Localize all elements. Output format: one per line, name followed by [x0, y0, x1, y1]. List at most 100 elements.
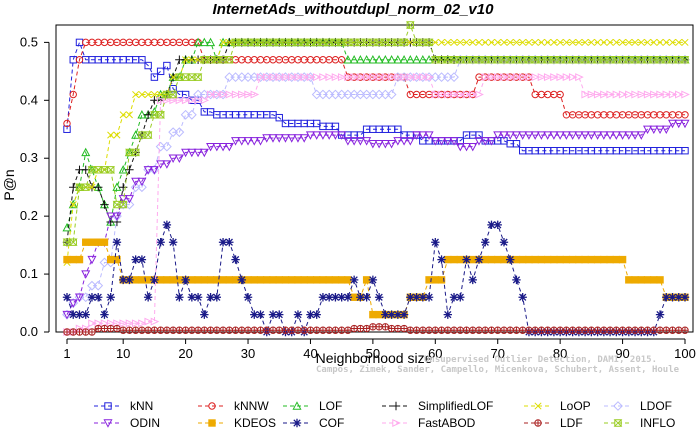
- data-point-ldf: [556, 326, 564, 334]
- data-point-kdeos: [275, 276, 283, 284]
- data-point-fastabod: [269, 73, 278, 82]
- data-point-odin: [393, 137, 403, 146]
- data-point-fastabod: [200, 96, 210, 105]
- data-point-odin: [499, 131, 509, 140]
- data-point-odin: [580, 131, 590, 140]
- data-point-odin: [274, 134, 284, 143]
- data-point-knnw: [556, 90, 564, 99]
- data-point-odin: [449, 137, 459, 146]
- data-point-ldf: [213, 326, 221, 334]
- data-point-ldf: [487, 326, 496, 334]
- data-point-odin: [667, 119, 678, 129]
- data-point-knn: [394, 125, 402, 133]
- legend-label: FastABOD: [418, 416, 476, 430]
- data-point-cof: [349, 275, 359, 285]
- data-point-odin: [255, 137, 266, 146]
- data-point-cof: [474, 255, 484, 264]
- data-point-fastabod: [431, 90, 441, 99]
- data-point-lof: [380, 54, 390, 64]
- data-point-cof: [175, 293, 184, 302]
- data-point-cof: [81, 310, 90, 319]
- data-point-fastabod: [294, 73, 303, 82]
- data-point-ldf: [263, 326, 271, 334]
- data-point-ldf: [250, 326, 258, 334]
- data-point-simplifiedlof: [100, 200, 109, 209]
- data-point-loop: [132, 90, 140, 99]
- data-point-loop: [169, 73, 177, 81]
- data-point-loop: [88, 183, 96, 191]
- legend-label: LDOF: [640, 399, 672, 413]
- data-point-fastabod: [325, 73, 335, 82]
- data-point-ldf: [306, 326, 315, 334]
- data-point-kdeos: [106, 255, 115, 264]
- data-point-ldf: [681, 326, 689, 334]
- data-point-cof: [493, 220, 502, 230]
- data-point-loop: [594, 38, 602, 46]
- data-point-ldf: [325, 326, 333, 334]
- data-point-fastabod: [238, 90, 247, 99]
- data-point-kdeos: [69, 255, 77, 264]
- data-point-fastabod: [213, 90, 222, 99]
- data-point-loop: [575, 38, 583, 46]
- series-knnw: [63, 38, 689, 128]
- data-point-kdeos: [494, 255, 502, 264]
- data-point-odin: [293, 134, 303, 143]
- data-point-cof: [468, 275, 477, 285]
- data-point-loop: [556, 38, 564, 46]
- data-point-fastabod: [512, 73, 522, 82]
- data-point-kdeos: [550, 255, 558, 264]
- data-point-odin: [655, 125, 665, 135]
- legend-label: LDF: [560, 416, 583, 430]
- data-point-odin: [68, 299, 78, 308]
- data-point-odin: [412, 131, 422, 140]
- data-point-odin: [586, 131, 596, 140]
- data-point-lof: [349, 54, 359, 64]
- data-point-loop: [531, 38, 539, 46]
- data-point-cof: [443, 310, 452, 319]
- legend-marker: [534, 419, 542, 427]
- data-point-fastabod: [88, 319, 97, 328]
- data-point-ldf: [444, 326, 452, 334]
- legend-item-ldof: LDOF: [604, 399, 672, 413]
- data-point-odin: [112, 212, 122, 221]
- data-point-fastabod: [444, 90, 453, 99]
- data-point-cof: [87, 293, 97, 302]
- data-point-kdeos: [82, 238, 90, 246]
- data-point-fastabod: [587, 90, 597, 99]
- data-point-ldf: [650, 326, 658, 334]
- data-point-loop: [144, 90, 152, 99]
- data-point-kdeos: [625, 276, 633, 284]
- data-point-lof: [343, 54, 353, 64]
- data-point-odin: [618, 131, 628, 140]
- data-point-fastabod: [225, 90, 235, 99]
- data-point-cof: [393, 310, 403, 319]
- data-point-ldof: [449, 72, 459, 83]
- data-point-odin: [81, 270, 91, 279]
- data-point-odin: [574, 131, 584, 140]
- data-point-ldf: [456, 326, 464, 334]
- data-point-fastabod: [425, 73, 434, 82]
- legend-marker: [292, 401, 302, 410]
- data-point-odin: [318, 131, 328, 140]
- data-point-fastabod: [356, 73, 366, 82]
- x-tick-label: 60: [428, 346, 442, 361]
- data-point-ldf: [281, 326, 290, 334]
- data-point-loop: [456, 38, 464, 46]
- data-point-kdeos: [250, 276, 258, 284]
- data-point-odin: [87, 255, 97, 265]
- data-point-knnw: [337, 56, 346, 64]
- data-point-fastabod: [381, 73, 391, 82]
- data-point-lof: [112, 182, 122, 191]
- data-point-odin: [149, 166, 159, 175]
- data-point-fastabod: [300, 73, 310, 82]
- data-point-fastabod: [637, 90, 647, 99]
- data-point-ldf: [94, 324, 102, 333]
- data-point-loop: [469, 38, 477, 46]
- data-point-knn: [150, 73, 159, 81]
- data-point-odin: [455, 142, 465, 152]
- data-point-odin: [561, 131, 571, 140]
- data-point-fastabod: [400, 73, 409, 82]
- data-point-ldf: [188, 326, 196, 334]
- data-point-cof: [212, 293, 222, 302]
- data-point-odin: [368, 140, 378, 149]
